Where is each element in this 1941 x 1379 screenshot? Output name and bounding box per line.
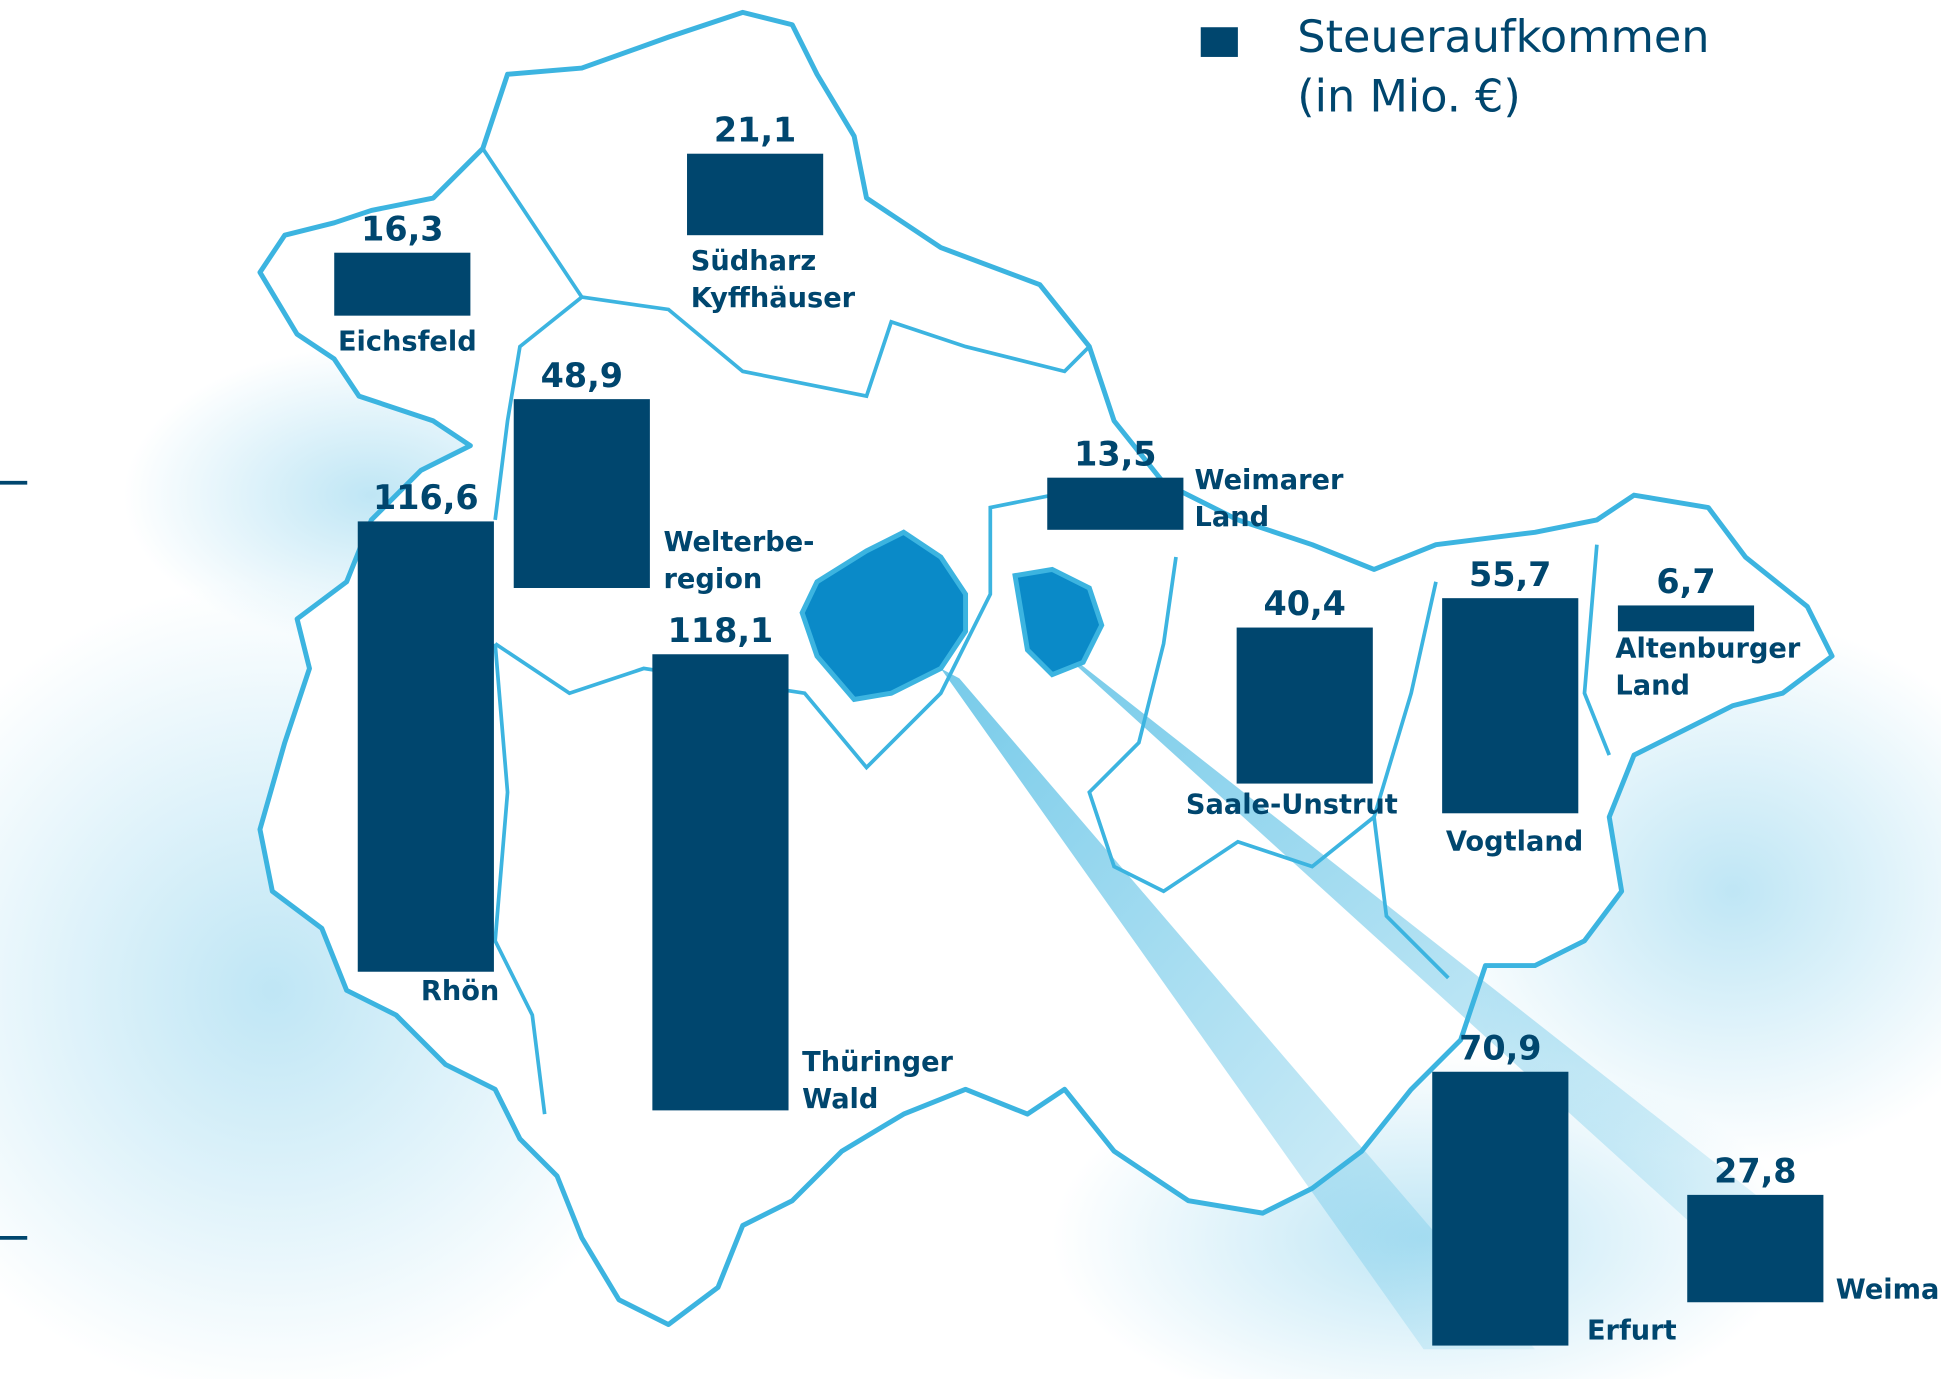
region-name: Weimarer [1195, 465, 1344, 496]
region-name: region [664, 564, 763, 595]
value-label: 27,8 [1714, 1152, 1796, 1191]
bar [1687, 1194, 1824, 1303]
bar [513, 399, 650, 588]
region-name: Land [1615, 670, 1690, 701]
bar [1442, 598, 1579, 814]
bar [1236, 627, 1373, 784]
region-name: Altenburger [1615, 633, 1800, 664]
value-label: 48,9 [541, 356, 623, 395]
region-name: Welterbe- [664, 527, 815, 558]
value-label: 116,6 [373, 478, 479, 517]
region-name: Saale-Unstrut [1186, 789, 1398, 820]
bar [687, 153, 824, 236]
region-name: Südharz [691, 246, 816, 277]
region-name: Erfurt [1587, 1315, 1677, 1346]
value-label: 118,1 [668, 611, 774, 650]
bar [334, 252, 471, 316]
beam [1052, 643, 1795, 1251]
region-name: Thüringer [802, 1047, 953, 1078]
region-name: Vogtland [1446, 826, 1583, 857]
region-name: Kyffhäuser [691, 283, 856, 314]
value-label: 6,7 [1656, 562, 1715, 601]
value-label: 13,5 [1074, 434, 1156, 473]
erfurt-area [799, 529, 969, 703]
bar [1432, 1071, 1569, 1346]
legend-swatch [1200, 27, 1238, 57]
weimar-area [1012, 566, 1105, 678]
region-name: Eichsfeld [338, 326, 477, 357]
district-borders [481, 147, 1611, 1115]
bar [1047, 477, 1184, 530]
region-name: Rhön [421, 976, 499, 1007]
beam [940, 668, 1535, 1350]
bar [1617, 605, 1755, 632]
region-name: Land [1195, 502, 1270, 533]
legend-label: Steueraufkommen [1297, 11, 1709, 63]
value-label: 70,9 [1459, 1028, 1541, 1067]
bar [652, 654, 789, 1111]
value-label: 21,1 [714, 110, 796, 149]
value-label: 55,7 [1469, 555, 1551, 594]
bar [357, 521, 494, 972]
value-label: 16,3 [361, 209, 443, 248]
region-name: Wald [802, 1084, 878, 1115]
legend-label: (in Mio. €) [1297, 70, 1520, 122]
region-name: Weimar [1836, 1275, 1941, 1306]
value-label: 40,4 [1264, 584, 1346, 623]
